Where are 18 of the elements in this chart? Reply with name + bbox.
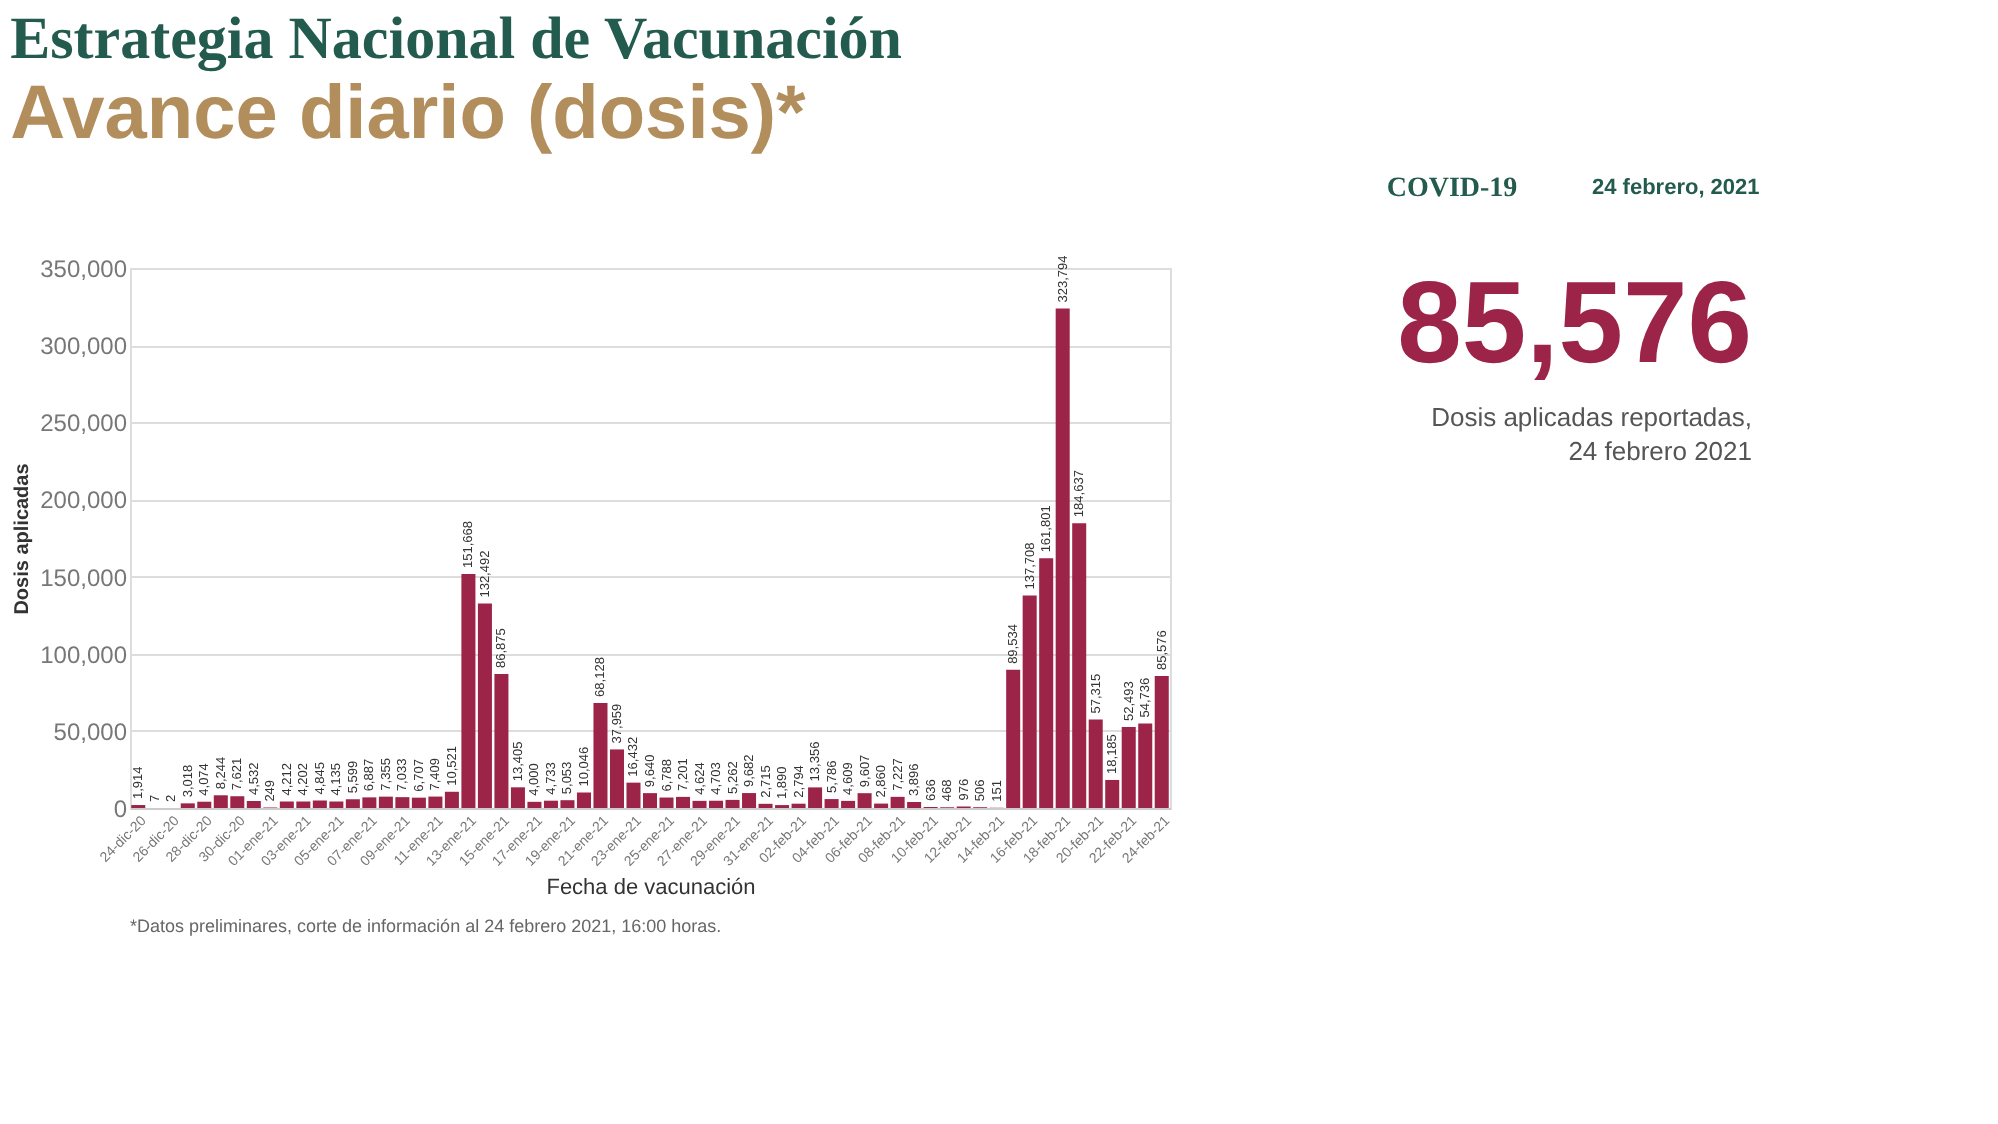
- text: 24 febrero 2021: [1568, 436, 1752, 466]
- text: COVID-19: [1386, 174, 1518, 204]
- y-tick-label: 100,000: [40, 640, 128, 669]
- y-axis-title: Dosis aplicadas: [12, 462, 35, 615]
- chart-subtitle: Avance diario (dosis)*: [10, 72, 807, 156]
- x-axis-title: Fecha de vacunación: [546, 876, 756, 901]
- y-tick-label: 200,000: [40, 486, 128, 515]
- text: 85,576: [1397, 258, 1752, 388]
- y-tick-label: 300,000: [40, 332, 128, 361]
- text: 24 febrero, 2021: [1592, 176, 1760, 200]
- y-tick-label: 50,000: [53, 717, 128, 746]
- text: *Datos preliminares, corte de información al 24 febrero 2021, 16:00 horas.: [130, 916, 722, 936]
- y-tick-label: 150,000: [40, 563, 128, 592]
- chart-title: Estrategia Nacional de Vacunación: [10, 6, 903, 72]
- y-tick-label: 350,000: [40, 255, 128, 283]
- y-tick-label: 0: [113, 795, 128, 823]
- text: Dosis aplicadas reportadas,: [1431, 402, 1752, 432]
- y-tick-label: 250,000: [40, 409, 128, 438]
